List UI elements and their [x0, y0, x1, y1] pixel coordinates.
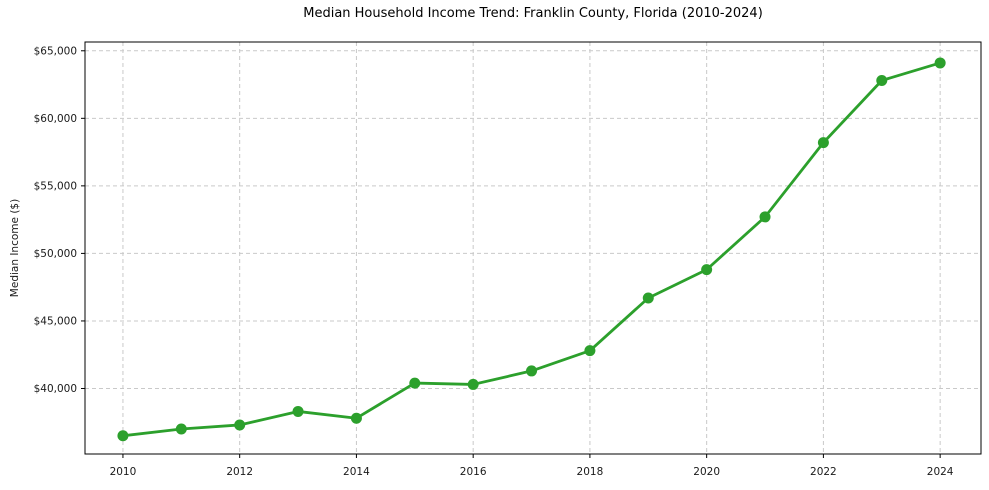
x-tick-label: 2020 [693, 466, 720, 478]
data-point-2015 [409, 377, 421, 389]
chart-title: Median Household Income Trend: Franklin … [303, 6, 763, 21]
y-tick-label: $55,000 [34, 180, 77, 192]
data-point-2013 [292, 405, 304, 417]
x-tick-label: 2024 [927, 466, 954, 478]
data-point-2023 [876, 74, 888, 86]
data-point-2014 [350, 412, 362, 424]
data-point-2016 [467, 378, 479, 390]
y-tick-label: $40,000 [34, 383, 77, 395]
data-point-2021 [759, 211, 771, 223]
x-tick-label: 2022 [810, 466, 837, 478]
x-tick-label: 2014 [343, 466, 370, 478]
data-point-2024 [934, 57, 946, 69]
x-tick-label: 2018 [577, 466, 604, 478]
y-tick-label: $60,000 [34, 113, 77, 125]
data-point-2018 [584, 345, 596, 357]
y-tick-label: $45,000 [34, 315, 77, 327]
data-point-2017 [526, 365, 538, 377]
data-point-2011 [175, 423, 187, 435]
data-point-2012 [234, 419, 246, 431]
x-tick-label: 2012 [226, 466, 253, 478]
data-point-2019 [642, 292, 654, 304]
y-tick-label: $50,000 [34, 248, 77, 260]
trend-line [121, 61, 942, 438]
data-point-2010 [117, 430, 129, 442]
x-tick-label: 2016 [460, 466, 487, 478]
y-axis-label: Median Income ($) [9, 199, 21, 297]
y-tick-label: $65,000 [34, 45, 77, 57]
x-tick-label: 2010 [110, 466, 137, 478]
plot-border [84, 41, 982, 455]
data-point-2022 [817, 137, 829, 149]
data-point-2020 [701, 264, 713, 276]
